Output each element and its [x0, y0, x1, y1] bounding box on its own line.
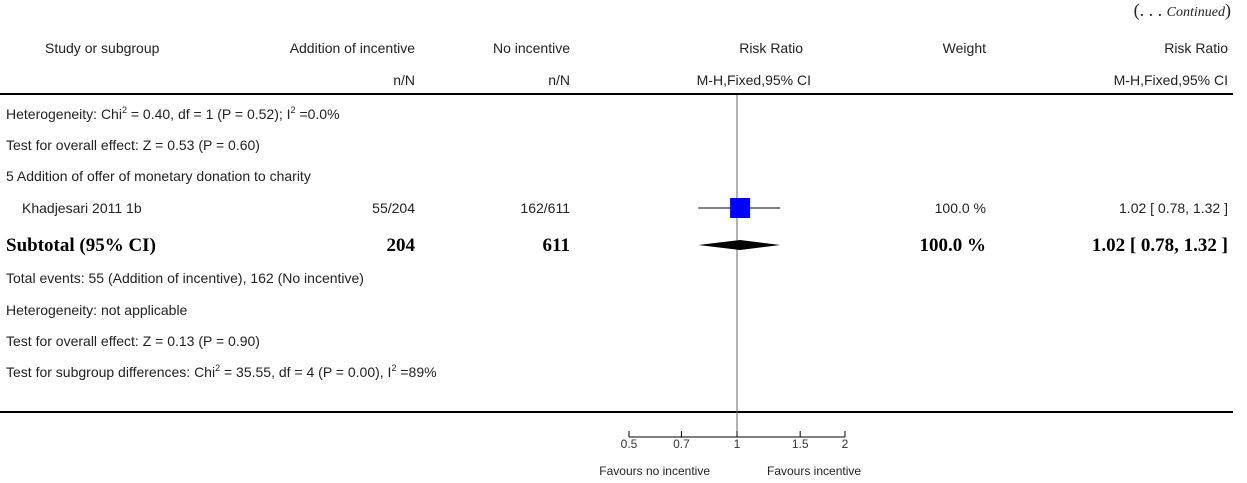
header-risk-ratio: Risk Ratio: [739, 40, 803, 56]
overall-effect-note-2: Test for overall effect: Z = 0.13 (P = 0…: [6, 333, 260, 349]
header-sub1: n/N: [393, 72, 415, 88]
subtotal-diamond: [698, 240, 781, 250]
study-ci: 1.02 [ 0.78, 1.32 ]: [1119, 200, 1228, 216]
subgroup-diff-note: Test for subgroup differences: Chi2 = 35…: [6, 363, 437, 381]
continued-label: (. . . Continued): [1133, 0, 1231, 20]
study-g2: 162/611: [520, 200, 570, 216]
study-g1: 55/204: [372, 200, 415, 216]
header-weight: Weight: [942, 40, 986, 56]
study-weight: 100.0 %: [934, 200, 986, 216]
x-tick-label: 2: [842, 437, 849, 451]
subtotal-g2: 611: [542, 235, 570, 256]
x-tick-label: 0.7: [673, 437, 690, 451]
heterogeneity-na-note: Heterogeneity: not applicable: [6, 302, 188, 318]
header-study: Study or subgroup: [45, 40, 160, 56]
favours-left-label: Favours no incentive: [599, 464, 710, 478]
subtotal-ci: 1.02 [ 0.78, 1.32 ]: [1091, 235, 1228, 256]
header-method-2: M-H,Fixed,95% CI: [1113, 72, 1228, 88]
x-tick-label: 1.5: [792, 437, 809, 451]
subtotal-g1: 204: [386, 235, 416, 256]
x-tick-label: 1: [734, 437, 741, 451]
heterogeneity-note: Heterogeneity: Chi2 = 0.40, df = 1 (P = …: [6, 105, 340, 123]
study-marker: [730, 198, 751, 218]
header-rule: [0, 93, 1233, 95]
header-sub2: n/N: [548, 72, 570, 88]
favours-right-label: Favours incentive: [767, 464, 862, 478]
header-risk-ratio-2: Risk Ratio: [1164, 40, 1228, 56]
subtotal-label: Subtotal (95% CI): [6, 235, 156, 256]
x-tick-label: 0.5: [621, 437, 638, 451]
header-group1: Addition of incentive: [289, 40, 415, 56]
study-name: Khadjesari 2011 1b: [22, 200, 142, 216]
subtotal-weight: 100.0 %: [919, 235, 987, 256]
header-group2: No incentive: [492, 40, 570, 56]
subgroup-title: 5 Addition of offer of monetary donation…: [6, 168, 311, 184]
header-method: M-H,Fixed,95% CI: [696, 72, 811, 88]
bottom-rule: [0, 411, 1233, 413]
total-events-note: Total events: 55 (Addition of incentive)…: [6, 270, 364, 286]
overall-effect-note: Test for overall effect: Z = 0.53 (P = 0…: [6, 137, 260, 153]
